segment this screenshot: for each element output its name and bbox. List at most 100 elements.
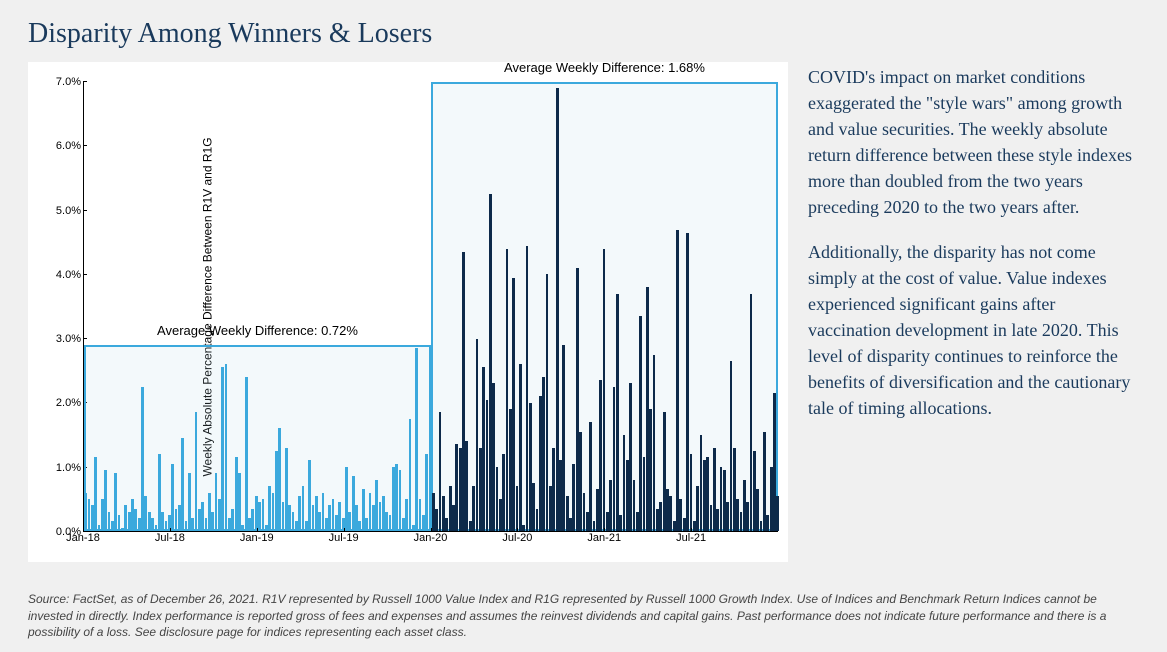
bar	[231, 509, 234, 531]
bar	[218, 499, 221, 531]
bar	[669, 496, 672, 531]
bar	[268, 486, 271, 531]
bar	[773, 393, 776, 531]
bar	[201, 502, 204, 531]
bar	[506, 249, 509, 531]
bar	[165, 521, 168, 531]
bar	[158, 454, 161, 531]
bar	[696, 486, 699, 531]
bar	[542, 377, 545, 531]
bar	[292, 512, 295, 531]
narrative-p2: Additionally, the disparity has not come…	[808, 239, 1139, 422]
bar	[379, 502, 382, 531]
bar	[265, 525, 268, 531]
bar	[188, 473, 191, 531]
y-tick-label: 5.0%	[56, 205, 81, 217]
bar	[148, 512, 151, 531]
bar	[278, 428, 281, 531]
bar	[178, 505, 181, 531]
bar	[700, 435, 703, 531]
bar	[603, 249, 606, 531]
bar	[596, 489, 599, 531]
bar	[489, 194, 492, 531]
narrative: COVID's impact on market conditions exag…	[808, 62, 1139, 562]
bars-container	[84, 82, 778, 531]
bar	[472, 486, 475, 531]
bar	[205, 518, 208, 531]
bar	[569, 518, 572, 531]
x-tick-label: Jan-20	[414, 532, 448, 544]
bar	[298, 496, 301, 531]
bar	[365, 518, 368, 531]
bar	[245, 377, 248, 531]
bar	[355, 505, 358, 531]
bar	[258, 502, 261, 531]
bar	[589, 422, 592, 531]
bar	[529, 403, 532, 531]
bar	[653, 355, 656, 531]
bar	[626, 460, 629, 531]
bar	[526, 246, 529, 531]
bar	[221, 367, 224, 531]
bar	[131, 499, 134, 531]
bar	[369, 493, 372, 531]
bar	[536, 509, 539, 531]
bar	[539, 396, 542, 531]
bar	[362, 489, 365, 531]
bar	[703, 460, 706, 531]
bar	[208, 493, 211, 531]
plot-area: Average Weekly Difference: 0.72% Average…	[83, 82, 778, 532]
bar	[382, 496, 385, 531]
bar	[114, 473, 117, 531]
bar	[532, 483, 535, 531]
bar	[733, 448, 736, 531]
bar	[452, 505, 455, 531]
bar	[211, 512, 214, 531]
bar	[352, 476, 355, 531]
bar	[609, 480, 612, 531]
bar	[740, 512, 743, 531]
bar	[248, 518, 251, 531]
bar	[101, 499, 104, 531]
bar	[141, 387, 144, 531]
chart-panel: Weekly Absolute Percentage Difference Be…	[28, 62, 788, 562]
bar	[335, 515, 338, 531]
bar	[479, 448, 482, 531]
bar	[124, 505, 127, 531]
bar	[686, 233, 689, 531]
bar	[415, 348, 418, 531]
bar	[94, 457, 97, 531]
source-footnote: Source: FactSet, as of December 26, 2021…	[28, 591, 1139, 640]
bar	[643, 457, 646, 531]
y-tick-label: 3.0%	[56, 333, 81, 345]
bar	[372, 505, 375, 531]
bar	[285, 448, 288, 531]
bar	[215, 473, 218, 531]
y-tick-label: 6.0%	[56, 140, 81, 152]
bar	[171, 464, 174, 531]
bar	[706, 457, 709, 531]
bar	[753, 451, 756, 531]
bar	[328, 505, 331, 531]
bar	[228, 518, 231, 531]
bar	[305, 521, 308, 531]
bar	[730, 361, 733, 531]
bar	[469, 521, 472, 531]
bar	[322, 493, 325, 531]
bar	[98, 525, 101, 531]
bar	[449, 486, 452, 531]
bar	[445, 518, 448, 531]
bar	[315, 496, 318, 531]
chart-area: Weekly Absolute Percentage Difference Be…	[83, 82, 778, 532]
bar	[746, 502, 749, 531]
bar	[482, 367, 485, 531]
x-tick-label: Jul-21	[676, 532, 706, 544]
bar	[636, 512, 639, 531]
bar	[111, 521, 114, 531]
bar	[583, 493, 586, 531]
x-ticks: Jan-18Jul-18Jan-19Jul-19Jan-20Jul-20Jan-…	[83, 532, 778, 552]
bar	[144, 496, 147, 531]
bar	[402, 518, 405, 531]
bar	[776, 496, 779, 531]
bar	[385, 512, 388, 531]
